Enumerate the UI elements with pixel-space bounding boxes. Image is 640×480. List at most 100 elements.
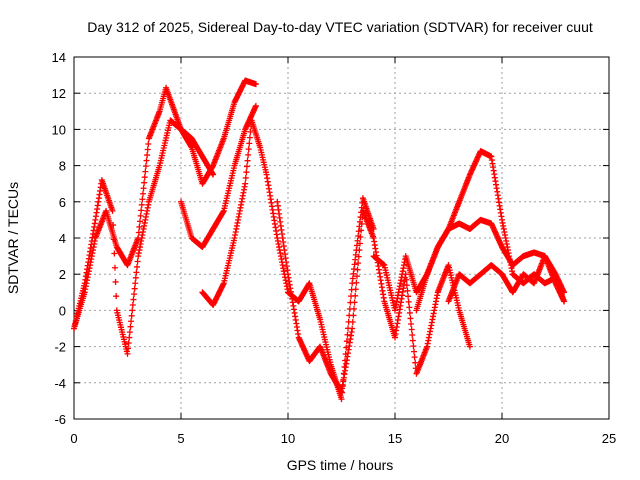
data-point xyxy=(124,350,131,357)
x-tick-label: 5 xyxy=(177,431,184,446)
data-point xyxy=(143,157,150,164)
data-point xyxy=(127,323,134,330)
grid xyxy=(74,57,609,419)
x-tick-label: 15 xyxy=(388,431,402,446)
data-point xyxy=(246,140,253,147)
data-point xyxy=(245,151,252,158)
data-point xyxy=(353,279,360,286)
data-point xyxy=(404,287,411,294)
data-point xyxy=(350,305,357,312)
data-point xyxy=(109,207,116,214)
data-point xyxy=(243,163,250,170)
data-point xyxy=(406,304,413,311)
data-point xyxy=(409,337,416,344)
data-point xyxy=(407,315,414,322)
data-point xyxy=(406,309,413,316)
data-point xyxy=(112,278,119,285)
data-point xyxy=(352,292,359,299)
data-point xyxy=(129,307,136,314)
data-point xyxy=(355,253,362,260)
series-sat-f xyxy=(370,216,568,314)
data-point xyxy=(561,298,568,305)
data-point xyxy=(210,171,217,178)
data-point xyxy=(113,293,120,300)
data-point xyxy=(410,343,417,350)
y-tick-label: 6 xyxy=(59,195,66,210)
data-point xyxy=(252,81,259,88)
data-point xyxy=(356,247,363,254)
data-point xyxy=(129,301,136,308)
data-point xyxy=(126,329,133,336)
series-sat-h xyxy=(445,253,568,305)
data-point xyxy=(409,332,416,339)
data-point xyxy=(111,264,118,271)
data-point xyxy=(141,179,148,186)
data-point xyxy=(128,318,135,325)
data-point xyxy=(111,250,118,257)
data-point xyxy=(358,220,365,227)
data-points xyxy=(71,77,568,403)
data-point xyxy=(351,299,358,306)
data-point xyxy=(244,157,251,164)
data-point xyxy=(133,269,140,276)
data-point xyxy=(356,240,363,247)
y-axis-label: SDTVAR / TECUs xyxy=(5,182,21,294)
y-tick-label: -4 xyxy=(54,376,66,391)
y-tick-label: 14 xyxy=(52,50,66,65)
series-sat-a xyxy=(71,77,259,332)
data-point xyxy=(128,312,135,319)
data-point xyxy=(357,233,364,240)
series-sat-b xyxy=(71,117,217,357)
data-point xyxy=(403,282,410,289)
data-point xyxy=(144,146,151,153)
y-tick-label: 12 xyxy=(52,86,66,101)
y-tick-label: -2 xyxy=(54,340,66,355)
data-point xyxy=(349,318,356,325)
data-point xyxy=(131,291,138,298)
data-point xyxy=(338,396,345,403)
data-point xyxy=(344,331,351,338)
series-sat-c xyxy=(178,102,259,251)
data-point xyxy=(405,298,412,305)
data-point xyxy=(358,227,365,234)
data-point xyxy=(245,146,252,153)
y-tick-label: 0 xyxy=(59,303,66,318)
data-point xyxy=(131,285,138,292)
x-axis-label: GPS time / hours xyxy=(287,457,394,473)
data-point xyxy=(138,207,145,214)
data-point xyxy=(142,163,149,170)
data-point xyxy=(138,201,145,208)
data-point xyxy=(403,276,410,283)
data-point xyxy=(411,354,418,361)
x-tick-label: 20 xyxy=(495,431,509,446)
x-tick-label: 25 xyxy=(602,431,616,446)
data-point xyxy=(408,326,415,333)
data-point xyxy=(136,223,143,230)
y-tick-label: 8 xyxy=(59,159,66,174)
chart-title: Day 312 of 2025, Sidereal Day-to-day VTE… xyxy=(87,19,593,35)
data-point xyxy=(242,180,249,187)
data-point xyxy=(349,325,356,332)
data-point xyxy=(408,320,415,327)
data-point xyxy=(354,266,361,273)
data-point xyxy=(132,274,139,281)
data-point xyxy=(243,169,250,176)
data-point xyxy=(110,236,117,243)
data-point xyxy=(144,152,151,159)
data-point xyxy=(134,258,141,265)
data-point xyxy=(405,293,412,300)
data-point xyxy=(125,339,132,346)
data-point xyxy=(353,273,360,280)
data-point xyxy=(411,348,418,355)
data-point xyxy=(412,359,419,366)
y-tick-label: -6 xyxy=(54,412,66,427)
data-point xyxy=(110,222,117,229)
data-point xyxy=(125,345,132,352)
x-tick-label: 0 xyxy=(70,431,77,446)
data-point xyxy=(137,212,144,219)
data-point xyxy=(136,218,143,225)
y-tick-label: 10 xyxy=(52,122,66,137)
data-point xyxy=(252,102,259,109)
data-point xyxy=(126,334,133,341)
